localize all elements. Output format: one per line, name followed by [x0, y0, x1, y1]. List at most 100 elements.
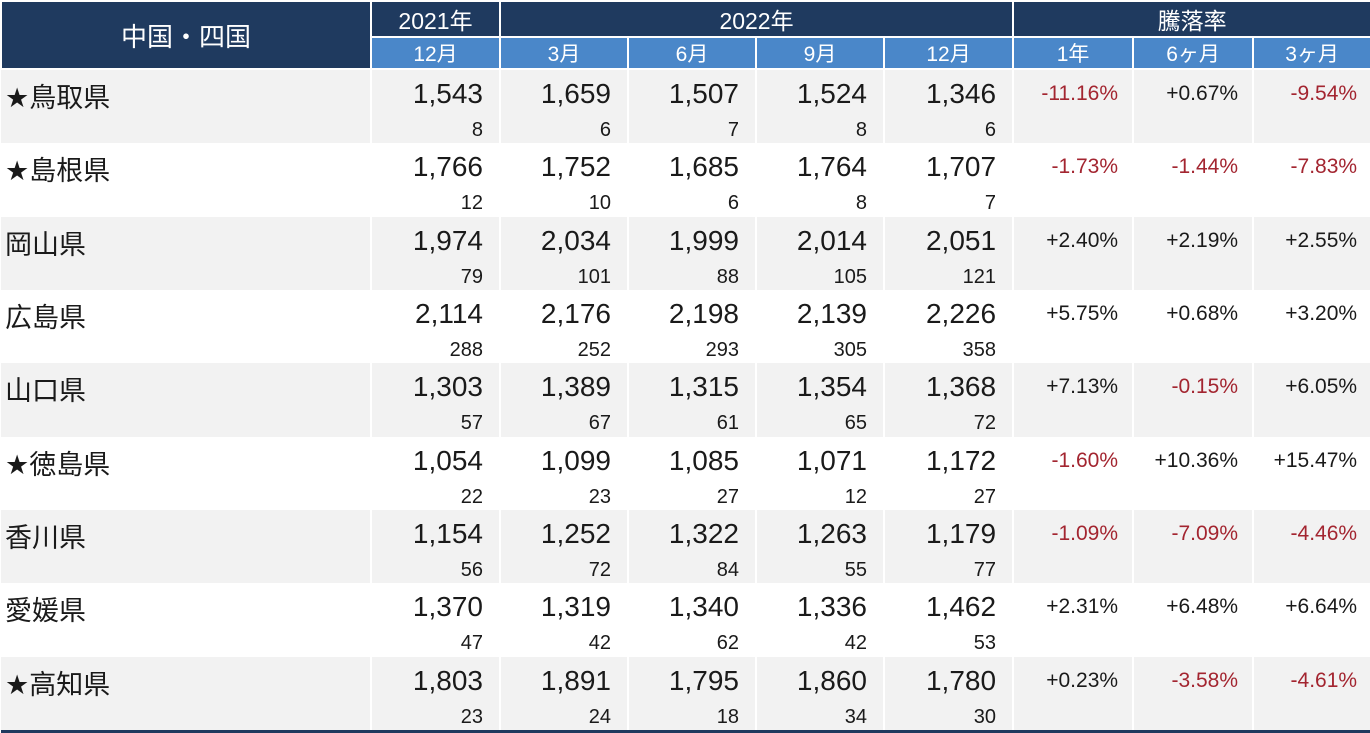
count-value: 72: [588, 558, 611, 581]
table-row: ★徳島県 1,054 22 1,099 23 1,085 27 1,071 12 1,1…: [1, 436, 1370, 510]
change-rate-1y: -1.60%: [1012, 436, 1134, 510]
price-value: 1,389: [540, 371, 611, 403]
price-value: 2,139: [796, 297, 867, 329]
change-rate-6m: -0.15%: [1132, 363, 1254, 437]
value-cell: 1,752 10: [499, 143, 628, 217]
value-cell: 1,891 24: [499, 656, 628, 732]
value-cell: 1,263 55: [755, 509, 884, 584]
subheader-dec-2022: 12月: [882, 36, 1015, 70]
value-cell: 1,336 42: [755, 583, 884, 657]
price-value: 2,034: [540, 224, 611, 256]
value-cell: 1,322 84: [627, 509, 756, 584]
price-value: 1,071: [796, 444, 867, 476]
price-value: 1,370: [412, 591, 483, 623]
value-cell: 1,315 61: [627, 363, 756, 437]
prefecture-name: 岡山県: [1, 216, 371, 290]
count-value: 27: [973, 485, 997, 508]
count-value: 6: [599, 119, 611, 141]
count-value: 293: [705, 338, 739, 361]
price-value: 1,263: [796, 517, 867, 549]
value-cell: 1,370 47: [370, 583, 500, 657]
prefecture-name: 香川県: [1, 509, 371, 584]
change-rate-6m: +2.19%: [1132, 216, 1254, 290]
change-rate-3m: -7.83%: [1252, 143, 1370, 217]
price-value: 1,085: [668, 444, 739, 476]
count-value: 10: [588, 192, 611, 215]
price-value: 1,172: [925, 444, 997, 476]
count-value: 47: [460, 632, 483, 655]
change-rate-3m: +15.47%: [1252, 436, 1370, 510]
change-rate-1y: +0.23%: [1012, 656, 1134, 732]
price-value: 1,860: [796, 664, 867, 696]
year-group-2021: 2021年: [370, 0, 501, 38]
change-rate-3m: -4.46%: [1252, 509, 1370, 584]
change-rate-6m: -1.44%: [1132, 143, 1254, 217]
price-value: 1,891: [540, 664, 611, 696]
count-value: 57: [460, 412, 483, 435]
count-value: 77: [973, 558, 997, 581]
price-value: 1,252: [540, 517, 611, 549]
price-value: 1,340: [668, 591, 739, 623]
value-cell: 1,154 56: [370, 509, 500, 584]
price-value: 1,154: [412, 517, 483, 549]
count-value: 67: [588, 412, 611, 435]
subheader-sep-2022: 9月: [755, 36, 885, 70]
subheader-3month: 3ヶ月: [1252, 36, 1370, 70]
count-value: 8: [471, 119, 483, 141]
value-cell: 1,707 7: [882, 143, 1014, 217]
change-rate-3m: +3.20%: [1252, 289, 1370, 364]
count-value: 55: [844, 558, 867, 581]
count-value: 72: [973, 412, 997, 435]
count-value: 65: [844, 412, 867, 435]
count-value: 42: [844, 632, 867, 655]
value-cell: 2,139 305: [755, 289, 884, 364]
subheader-6month: 6ヶ月: [1132, 36, 1255, 70]
change-rate-3m: +6.64%: [1252, 583, 1370, 657]
price-value: 1,543: [412, 78, 483, 109]
count-value: 7: [727, 119, 739, 141]
change-rate-6m: -7.09%: [1132, 509, 1254, 584]
value-cell: 1,179 77: [882, 509, 1014, 584]
change-rate-6m: -3.58%: [1132, 656, 1254, 732]
prefecture-name: 広島県: [5, 302, 86, 333]
count-value: 84: [716, 558, 739, 581]
value-cell: 1,795 18: [627, 656, 756, 732]
price-value: 2,014: [796, 224, 867, 256]
count-value: 8: [855, 192, 867, 215]
count-value: 7: [984, 192, 997, 215]
table-row: 山口県 1,303 57 1,389 67 1,315 61 1,354 65 1,36…: [1, 363, 1370, 437]
value-cell: 2,198 293: [627, 289, 756, 364]
table-row: ★鳥取県 1,543 8 1,659 6 1,507 7 1,524 8 1,346 6 …: [1, 69, 1370, 144]
value-cell: 1,172 27: [882, 436, 1014, 510]
value-cell: 1,685 6: [627, 143, 756, 217]
price-value: 1,974: [412, 224, 483, 256]
table-row: 岡山県 1,974 79 2,034 101 1,999 88 2,014 105 2,…: [1, 216, 1370, 290]
count-value: 12: [844, 485, 867, 508]
price-value: 1,368: [925, 371, 997, 403]
value-cell: 1,659 6: [499, 69, 628, 144]
prefecture-name: 愛媛県: [5, 596, 86, 627]
count-value: 18: [716, 705, 739, 728]
price-value: 1,054: [412, 444, 483, 476]
price-value: 1,303: [412, 371, 483, 403]
price-value: 1,803: [412, 664, 483, 696]
change-rate-1y: -1.73%: [1012, 143, 1134, 217]
price-value: 1,336: [796, 591, 867, 623]
value-cell: 1,507 7: [627, 69, 756, 144]
value-cell: 1,085 27: [627, 436, 756, 510]
value-cell: 2,176 252: [499, 289, 628, 364]
change-rate-1y: +5.75%: [1012, 289, 1134, 364]
prefecture-name: ★徳島県: [5, 449, 111, 480]
value-cell: 1,780 30: [882, 656, 1014, 732]
count-value: 30: [973, 705, 997, 728]
change-rate-1y: -1.09%: [1012, 509, 1134, 584]
count-value: 88: [716, 265, 739, 288]
value-cell: 2,114 288: [370, 289, 500, 364]
change-rate-6m: +10.36%: [1132, 436, 1254, 510]
price-value: 2,176: [540, 297, 611, 329]
change-rate-3m: -9.54%: [1252, 69, 1370, 144]
change-rate-1y: +7.13%: [1012, 363, 1134, 437]
value-cell: 1,389 67: [499, 363, 628, 437]
change-rate-6m: +6.48%: [1132, 583, 1254, 657]
